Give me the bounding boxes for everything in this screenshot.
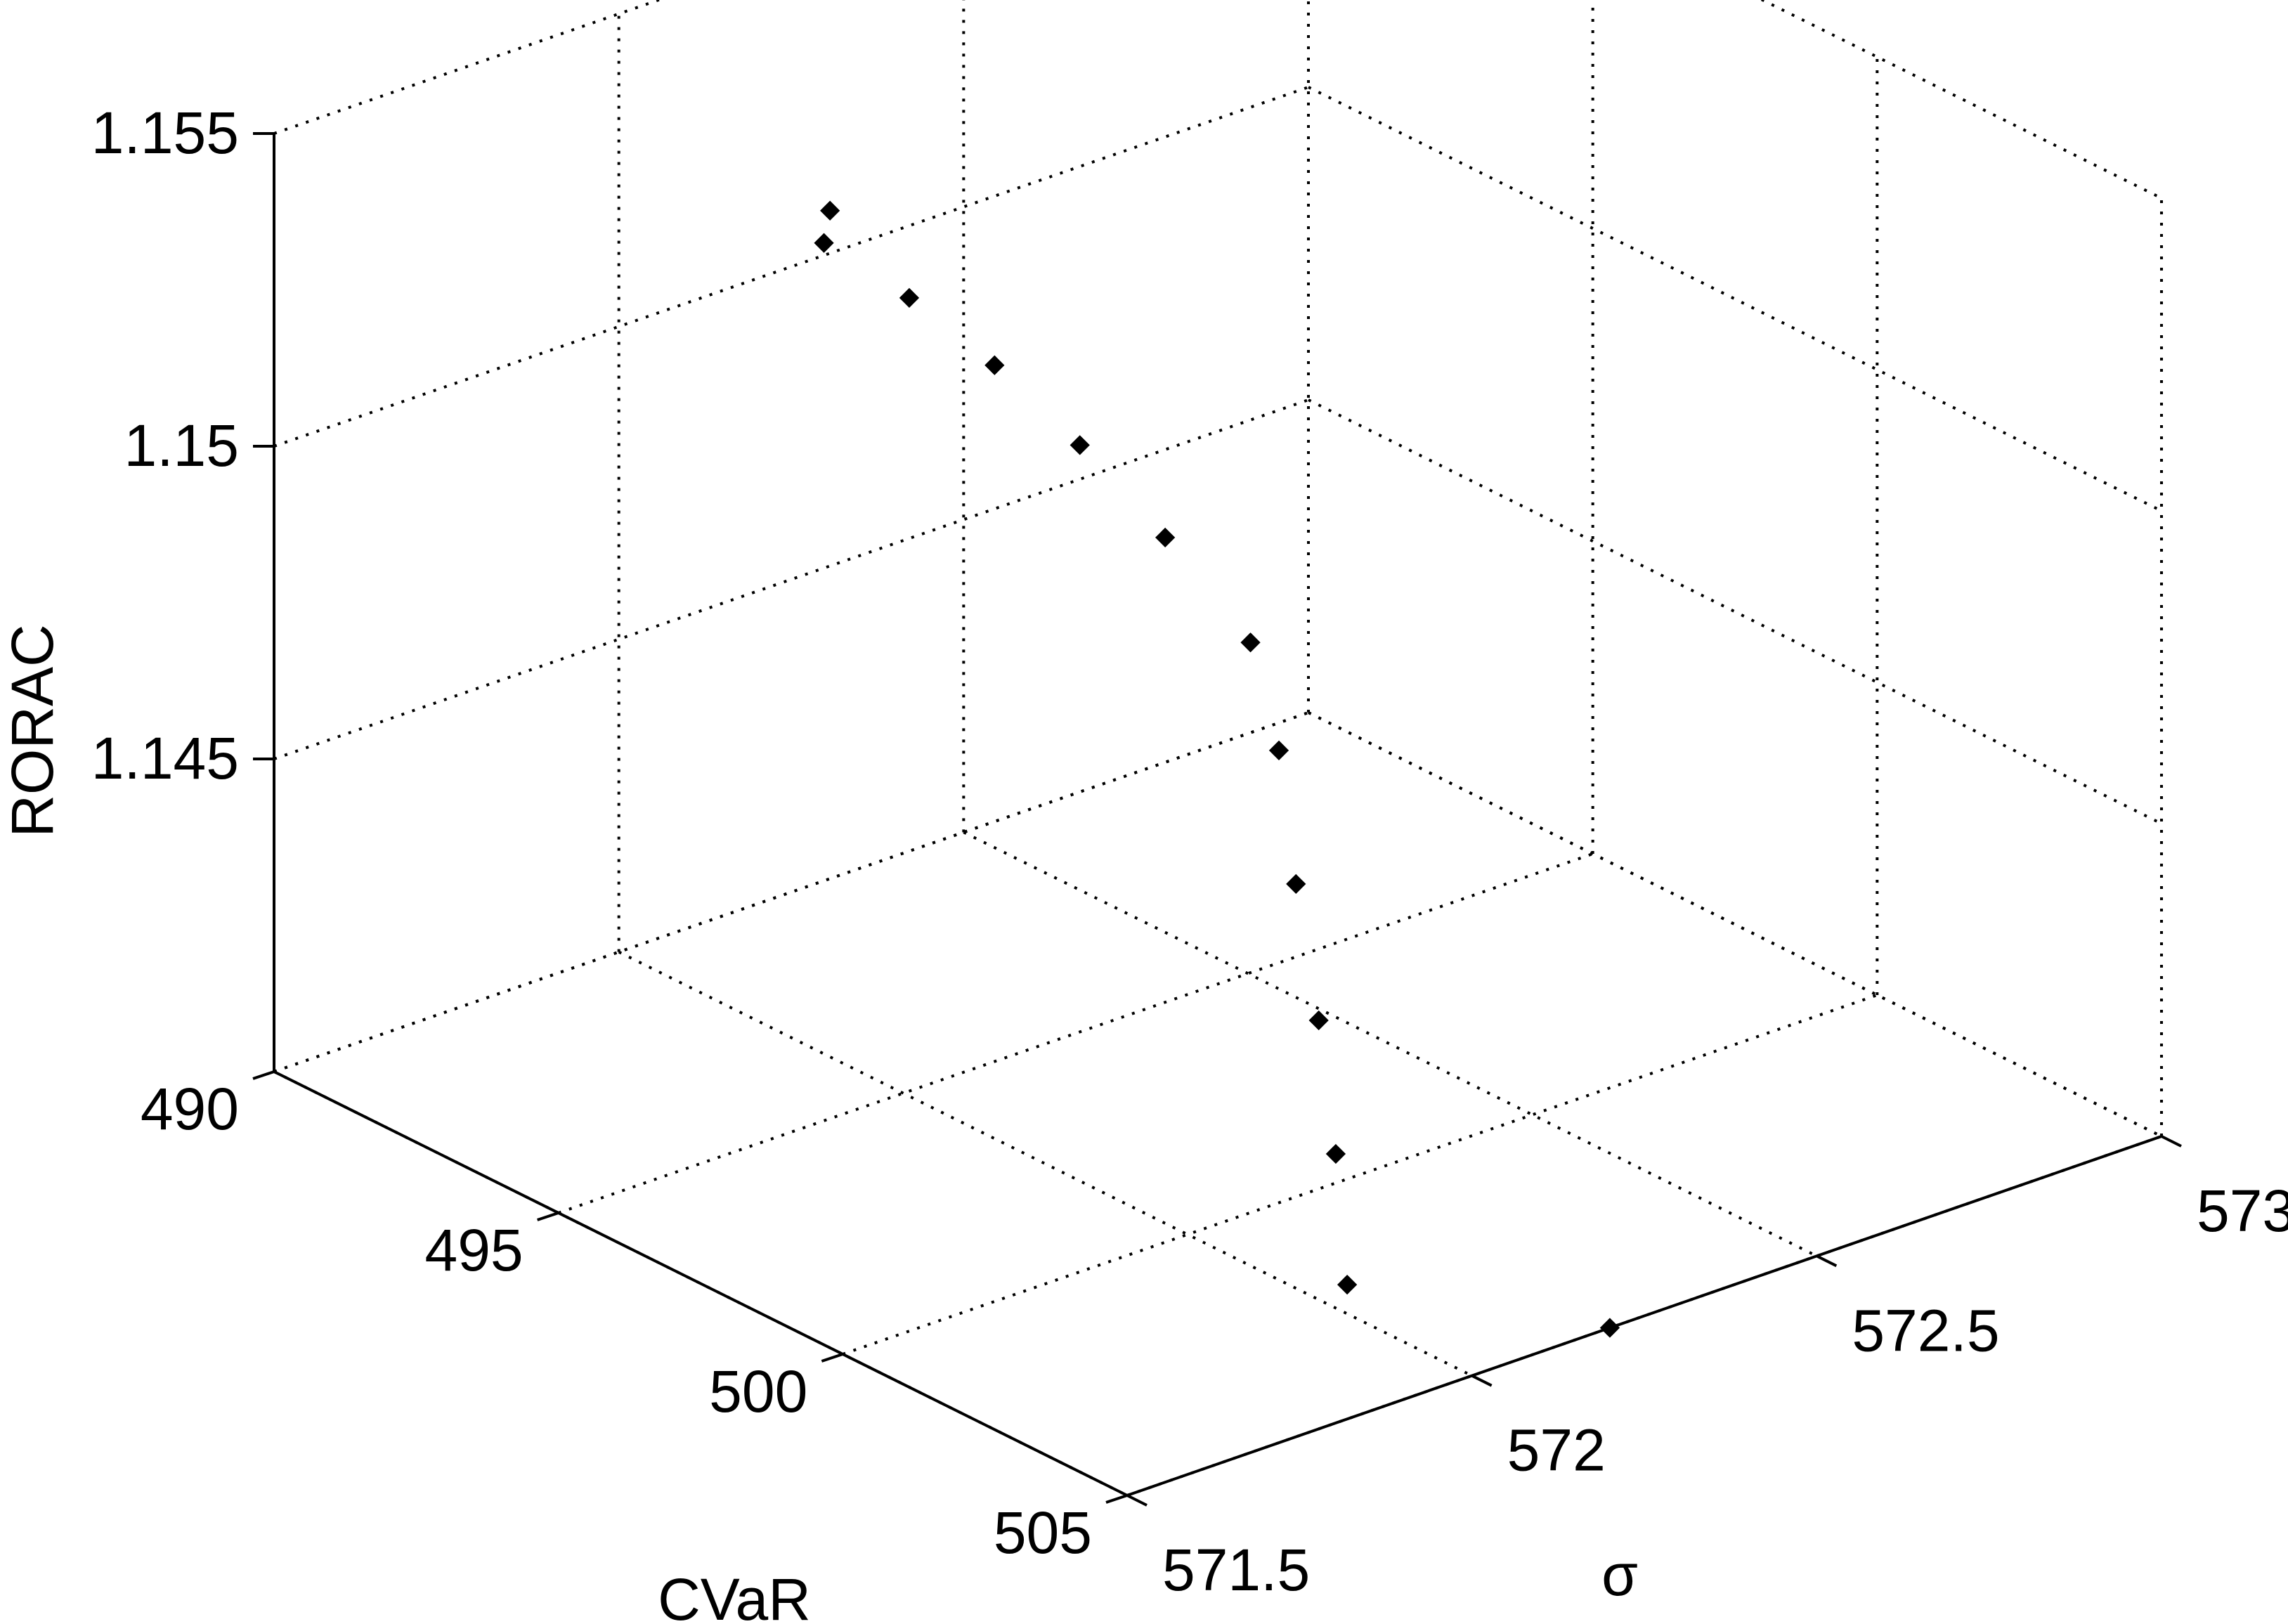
back-wall-grid-line [273, 398, 1309, 760]
data-point [899, 287, 920, 308]
data-point [1268, 740, 1289, 760]
floor-grid-line [842, 994, 1878, 1356]
y-axis-label: CVaR [658, 1566, 811, 1624]
x-tick-label: 572.5 [1852, 1297, 1999, 1363]
z-tick-label: 1.155 [91, 100, 239, 166]
data-point [814, 233, 834, 253]
floor-grid-line [963, 831, 1818, 1258]
z-tick-label: 1.15 [124, 413, 240, 479]
data-point [1325, 1143, 1346, 1164]
y-tick-label: 505 [994, 1500, 1092, 1566]
floor-grid-line [273, 711, 1309, 1073]
z-tick-label: 1.145 [91, 725, 239, 791]
y-tick-mark [537, 1211, 559, 1221]
x-tick-mark [1471, 1374, 1493, 1387]
side-wall-grid-line [1308, 86, 2162, 512]
back-wall-grid-line [273, 86, 1309, 448]
data-point [984, 355, 1005, 375]
data-point [1155, 527, 1176, 548]
tick-labels: 571.5 572 572.5 573 490 495 500 505 1.145 1.15 1.1… [91, 100, 2288, 1603]
side-wall-grid-line [1308, 711, 2162, 1138]
x-tick-label: 572 [1507, 1417, 1606, 1483]
x-axis-line [1126, 1135, 2162, 1497]
data-point [1070, 435, 1090, 455]
grid-lines [273, 0, 2163, 1497]
y-tick-label: 495 [425, 1217, 524, 1283]
data-points [814, 200, 1620, 1338]
data-point [1240, 632, 1261, 653]
x-axis-label: σ [1601, 1542, 1638, 1608]
back-wall-grid-line [273, 0, 663, 135]
y-tick-label: 500 [709, 1358, 807, 1424]
y-axis-line [273, 1070, 1128, 1497]
data-point [1337, 1274, 1358, 1295]
y-tick-label: 490 [141, 1076, 239, 1142]
x-tick-mark [2161, 1135, 2182, 1148]
x-tick-mark [1816, 1254, 1838, 1268]
y-tick-mark [252, 1070, 275, 1080]
data-point [1286, 873, 1306, 895]
y-tick-mark [1105, 1494, 1128, 1504]
floor-grid-line [558, 852, 1594, 1214]
z-axis-label: RORAC [0, 624, 65, 837]
axes [252, 132, 2182, 1507]
data-point [820, 200, 840, 221]
data-point [1599, 1318, 1620, 1338]
y-tick-mark [821, 1353, 843, 1363]
x-tick-label: 571.5 [1162, 1537, 1310, 1603]
x-tick-mark [1126, 1494, 1148, 1507]
data-point [1308, 1010, 1329, 1031]
x-tick-label: 573 [2197, 1178, 2288, 1244]
back-wall-grid-line [273, 711, 1309, 1073]
floor-grid-line [618, 950, 1473, 1377]
side-wall-grid-line [1308, 398, 2162, 825]
side-wall-grid-line [1759, 0, 2162, 200]
